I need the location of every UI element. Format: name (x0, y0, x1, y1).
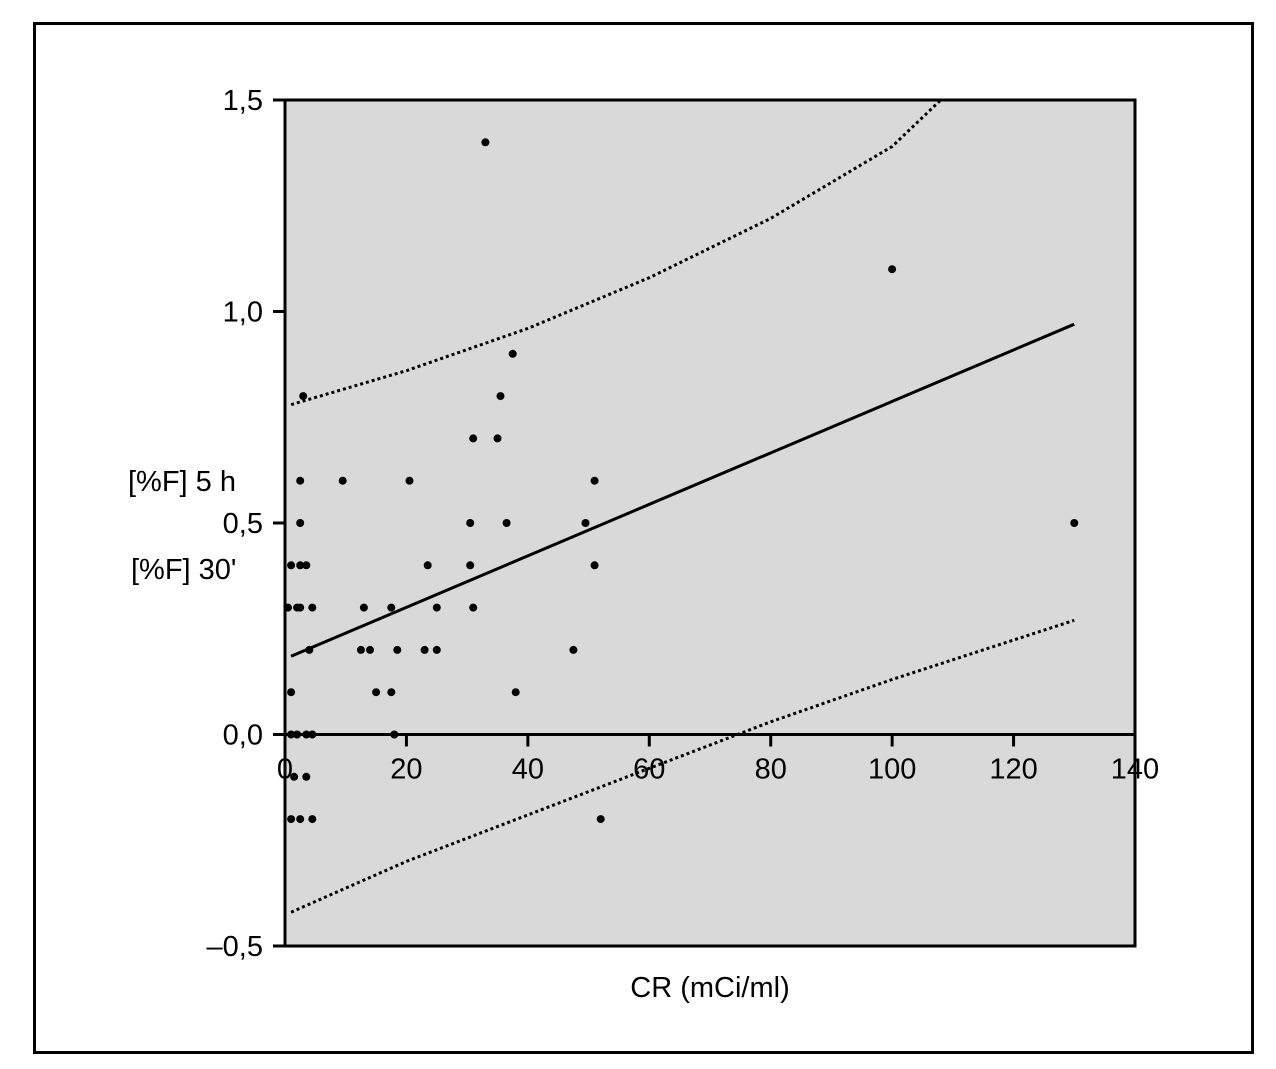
data-point (423, 561, 432, 570)
data-point (293, 730, 302, 739)
data-point (287, 815, 296, 824)
data-point (596, 815, 605, 824)
data-point (481, 138, 490, 147)
data-point (432, 603, 441, 612)
y-tick-label: –0,5 (207, 931, 263, 963)
data-point (511, 688, 520, 697)
data-point (338, 476, 347, 485)
data-point (469, 434, 478, 443)
data-points (284, 138, 1079, 824)
data-point (432, 645, 441, 654)
data-point (302, 561, 311, 570)
data-point (287, 688, 296, 697)
data-point (496, 392, 505, 401)
data-point (372, 688, 381, 697)
x-tick-label: 40 (512, 754, 544, 786)
confidence-band-lower (290, 618, 1075, 914)
data-point (508, 349, 517, 358)
plot-area (285, 100, 1135, 946)
data-point (569, 645, 578, 654)
data-point (302, 730, 311, 739)
data-point (296, 476, 305, 485)
data-point (308, 603, 317, 612)
data-point (1070, 519, 1079, 527)
y-tick-label: 0,0 (223, 720, 263, 752)
y-tick-label: 1,0 (223, 297, 263, 329)
x-tick-label: 80 (755, 754, 787, 786)
data-point (302, 772, 311, 781)
data-point (308, 815, 317, 824)
data-point (356, 645, 365, 654)
data-point (493, 434, 502, 443)
x-tick-label: 20 (390, 754, 422, 786)
data-point (387, 603, 396, 612)
data-point (287, 561, 296, 570)
data-point (888, 265, 897, 274)
data-point (393, 645, 402, 654)
data-point (308, 730, 317, 739)
y-tick-label: 1,5 (223, 85, 263, 117)
confidence-band-upper (290, 98, 942, 407)
data-point (305, 645, 314, 654)
data-point (296, 603, 305, 612)
data-point (296, 815, 305, 824)
y-axis-label-30min: [%F] 30' (131, 554, 236, 586)
data-point (287, 730, 296, 739)
data-point (420, 645, 429, 654)
y-axis-label-5h: [%F] 5 h (128, 466, 236, 498)
data-point (296, 561, 305, 570)
data-point (299, 392, 308, 401)
x-axis-label: CR (mCi/ml) (630, 972, 789, 1004)
data-point (366, 645, 374, 654)
x-tick-label: 140 (1111, 754, 1159, 786)
figure-frame: –0,5 0,0 0,5 1,0 1,5 0 20 40 60 80 100 120 140 [%F]… (33, 22, 1254, 1054)
x-tick-label: 60 (633, 754, 665, 786)
data-point (359, 603, 368, 612)
data-point (466, 519, 475, 527)
y-tick-label: 0,5 (223, 508, 263, 540)
x-tick-label: 120 (989, 754, 1037, 786)
data-point (590, 561, 599, 570)
x-tick-label: 0 (277, 754, 293, 786)
data-point (466, 561, 475, 570)
data-point (581, 519, 590, 527)
data-point (387, 688, 396, 697)
scatter-chart: –0,5 0,0 0,5 1,0 1,5 0 20 40 60 80 100 120 140 [%F]… (128, 85, 1159, 1004)
data-point (296, 519, 305, 527)
data-point (469, 603, 478, 612)
x-axis: 0 20 40 60 80 100 120 140 (277, 734, 1159, 786)
y-axis: –0,5 0,0 0,5 1,0 1,5 (207, 85, 285, 963)
data-point (502, 519, 511, 527)
data-point (405, 476, 414, 485)
regression-line (290, 322, 1075, 658)
confidence-band-lines (290, 98, 1075, 914)
data-point (390, 730, 399, 739)
x-tick-label: 100 (868, 754, 916, 786)
data-point (590, 476, 599, 485)
data-point (290, 772, 299, 781)
